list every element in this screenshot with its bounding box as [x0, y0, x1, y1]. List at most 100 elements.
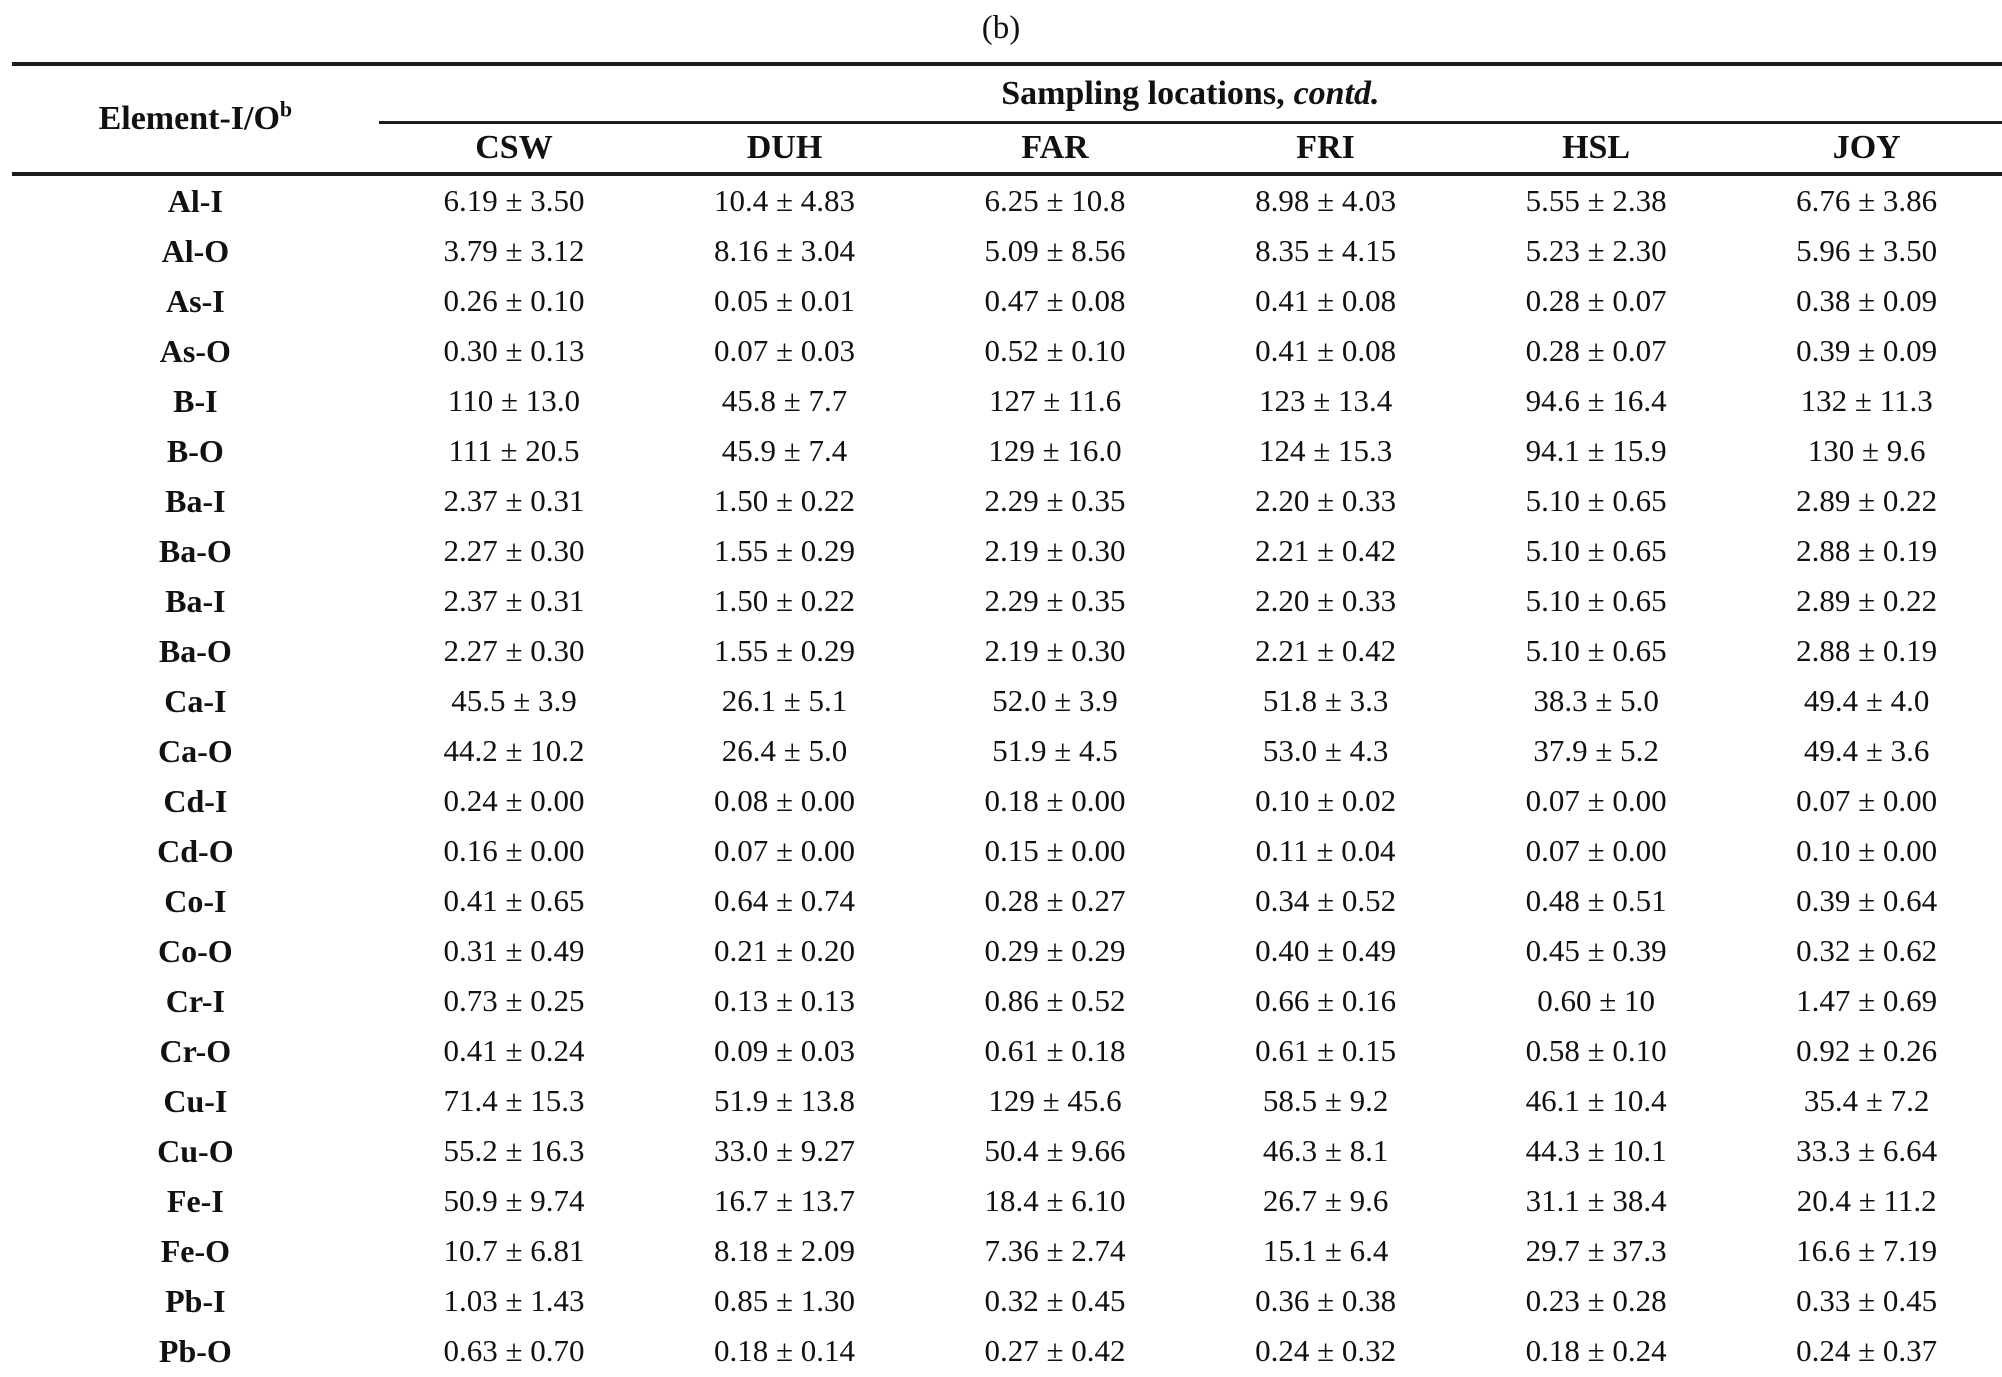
value-cell: 0.92 ± 0.26: [1796, 1033, 1938, 1068]
element-cell: Pb-O: [158, 1332, 232, 1369]
element-cell: Fe-I: [166, 1182, 224, 1219]
value-cell: 10.4 ± 4.83: [714, 183, 856, 218]
value-cell: 8.16 ± 3.04: [714, 233, 856, 268]
column-header-row: CSW DUH FAR FRI HSL JOY: [12, 123, 2002, 175]
value-cell: 2.19 ± 0.30: [984, 533, 1126, 568]
element-cell: Ca-I: [164, 682, 227, 719]
value-cell: 0.85 ± 1.30: [714, 1283, 856, 1318]
value-cell: 0.15 ± 0.00: [984, 833, 1126, 868]
value-cell: 0.33 ± 0.45: [1796, 1283, 1938, 1318]
value-cell: 0.64 ± 0.74: [714, 883, 856, 918]
value-cell: 0.10 ± 0.02: [1255, 783, 1397, 818]
value-cell: 5.10 ± 0.65: [1525, 533, 1667, 568]
value-cell: 31.1 ± 38.4: [1525, 1183, 1667, 1218]
element-cell: Ba-O: [158, 632, 232, 669]
value-cell: 0.40 ± 0.49: [1255, 933, 1397, 968]
value-cell: 0.73 ± 0.25: [443, 983, 585, 1018]
value-cell: 0.66 ± 0.16: [1255, 983, 1397, 1018]
table-row: Ca-I 45.5 ± 3.9 26.1 ± 5.1 52.0 ± 3.9 51.8 ±…: [12, 676, 2002, 726]
value-cell: 0.16 ± 0.00: [443, 833, 585, 868]
value-cell: 2.20 ± 0.33: [1255, 483, 1397, 518]
table-row: Ba-I 2.37 ± 0.31 1.50 ± 0.22 2.29 ± 0.35 2.2…: [12, 576, 2002, 626]
value-cell: 1.03 ± 1.43: [443, 1283, 585, 1318]
table-body: Al-I 6.19 ± 3.50 10.4 ± 4.83 6.25 ± 10.8 8.9…: [12, 174, 2002, 1376]
table-row: Cd-O 0.16 ± 0.00 0.07 ± 0.00 0.15 ± 0.00 0.1…: [12, 826, 2002, 876]
value-cell: 5.10 ± 0.65: [1525, 583, 1667, 618]
table-row: Fe-O 10.7 ± 6.81 8.18 ± 2.09 7.36 ± 2.74 15.…: [12, 1226, 2002, 1276]
value-cell: 15.1 ± 6.4: [1262, 1233, 1389, 1268]
value-cell: 0.24 ± 0.37: [1796, 1333, 1938, 1368]
value-cell: 0.30 ± 0.13: [443, 333, 585, 368]
value-cell: 35.4 ± 7.2: [1803, 1083, 1930, 1118]
value-cell: 2.37 ± 0.31: [443, 483, 585, 518]
element-cell: As-O: [159, 332, 231, 369]
value-cell: 52.0 ± 3.9: [992, 683, 1118, 718]
table-row: Cd-I 0.24 ± 0.00 0.08 ± 0.00 0.18 ± 0.00 0.1…: [12, 776, 2002, 826]
element-cell: Cr-O: [159, 1032, 232, 1069]
value-cell: 0.63 ± 0.70: [443, 1333, 585, 1368]
value-cell: 0.58 ± 0.10: [1525, 1033, 1667, 1068]
value-cell: 127 ± 11.6: [988, 383, 1122, 418]
table-caption: (b): [981, 10, 1021, 46]
value-cell: 2.89 ± 0.22: [1796, 583, 1938, 618]
element-cell: Pb-I: [165, 1282, 226, 1319]
table-row: As-I 0.26 ± 0.10 0.05 ± 0.01 0.47 ± 0.08 0.4…: [12, 276, 2002, 326]
table-row: Ca-O 44.2 ± 10.2 26.4 ± 5.0 51.9 ± 4.5 53.0 …: [12, 726, 2002, 776]
element-cell: Al-I: [167, 182, 223, 219]
element-cell: Cu-O: [157, 1132, 234, 1169]
value-cell: 0.24 ± 0.32: [1255, 1333, 1397, 1368]
value-cell: 0.07 ± 0.00: [1796, 783, 1938, 818]
table-row: Cr-I 0.73 ± 0.25 0.13 ± 0.13 0.86 ± 0.52 0.6…: [12, 976, 2002, 1026]
value-cell: 0.07 ± 0.00: [1525, 783, 1667, 818]
value-cell: 5.10 ± 0.65: [1525, 633, 1667, 668]
value-cell: 0.07 ± 0.00: [714, 833, 856, 868]
group-header-cell: Sampling locations, contd.: [378, 64, 2002, 124]
row-header-footnote-marker: b: [279, 96, 293, 122]
element-cell: Ca-O: [158, 732, 233, 769]
value-cell: 0.60 ± 10: [1537, 983, 1655, 1018]
value-cell: 111 ± 20.5: [448, 433, 580, 468]
value-cell: 0.32 ± 0.62: [1796, 933, 1938, 968]
value-cell: 5.23 ± 2.30: [1525, 233, 1667, 268]
value-cell: 0.39 ± 0.64: [1796, 883, 1938, 918]
value-cell: 124 ± 15.3: [1258, 433, 1393, 468]
element-cell: B-I: [173, 382, 218, 419]
value-cell: 49.4 ± 4.0: [1803, 683, 1930, 718]
value-cell: 46.1 ± 10.4: [1525, 1083, 1667, 1118]
value-cell: 5.55 ± 2.38: [1525, 183, 1667, 218]
value-cell: 2.29 ± 0.35: [984, 583, 1126, 618]
value-cell: 2.37 ± 0.31: [443, 583, 585, 618]
table-row: Al-O 3.79 ± 3.12 8.16 ± 3.04 5.09 ± 8.56 8.3…: [12, 226, 2002, 276]
value-cell: 94.1 ± 15.9: [1525, 433, 1667, 468]
value-cell: 26.1 ± 5.1: [721, 683, 848, 718]
value-cell: 2.29 ± 0.35: [984, 483, 1126, 518]
row-header-label: Element-I/O: [98, 100, 280, 137]
table-row: B-O 111 ± 20.5 45.9 ± 7.4 129 ± 16.0 124 ± 1…: [12, 426, 2002, 476]
column-header-far: FAR: [1021, 129, 1089, 166]
value-cell: 0.10 ± 0.00: [1796, 833, 1938, 868]
value-cell: 8.98 ± 4.03: [1255, 183, 1397, 218]
table-row: Cu-O 55.2 ± 16.3 33.0 ± 9.27 50.4 ± 9.66 46.…: [12, 1126, 2002, 1176]
value-cell: 51.9 ± 13.8: [714, 1083, 856, 1118]
value-cell: 0.24 ± 0.00: [443, 783, 585, 818]
value-cell: 0.18 ± 0.24: [1525, 1333, 1667, 1368]
value-cell: 26.7 ± 9.6: [1262, 1183, 1389, 1218]
group-header-label: Sampling locations,: [1001, 74, 1285, 112]
value-cell: 123 ± 13.4: [1258, 383, 1393, 418]
value-cell: 0.26 ± 0.10: [443, 283, 585, 318]
value-cell: 5.09 ± 8.56: [984, 233, 1126, 268]
value-cell: 0.32 ± 0.45: [984, 1283, 1126, 1318]
value-cell: 0.41 ± 0.65: [443, 883, 585, 918]
element-cell: Cr-I: [165, 982, 225, 1019]
value-cell: 6.19 ± 3.50: [443, 183, 585, 218]
table-row: Cr-O 0.41 ± 0.24 0.09 ± 0.03 0.61 ± 0.18 0.6…: [12, 1026, 2002, 1076]
value-cell: 0.21 ± 0.20: [714, 933, 856, 968]
table-row: Ba-O 2.27 ± 0.30 1.55 ± 0.29 2.19 ± 0.30 2.2…: [12, 626, 2002, 676]
value-cell: 94.6 ± 16.4: [1525, 383, 1667, 418]
value-cell: 0.18 ± 0.14: [714, 1333, 856, 1368]
element-cell: Co-O: [158, 932, 233, 969]
value-cell: 8.18 ± 2.09: [714, 1233, 856, 1268]
value-cell: 46.3 ± 8.1: [1262, 1133, 1389, 1168]
element-cell: Cu-I: [163, 1082, 228, 1119]
value-cell: 2.19 ± 0.30: [984, 633, 1126, 668]
